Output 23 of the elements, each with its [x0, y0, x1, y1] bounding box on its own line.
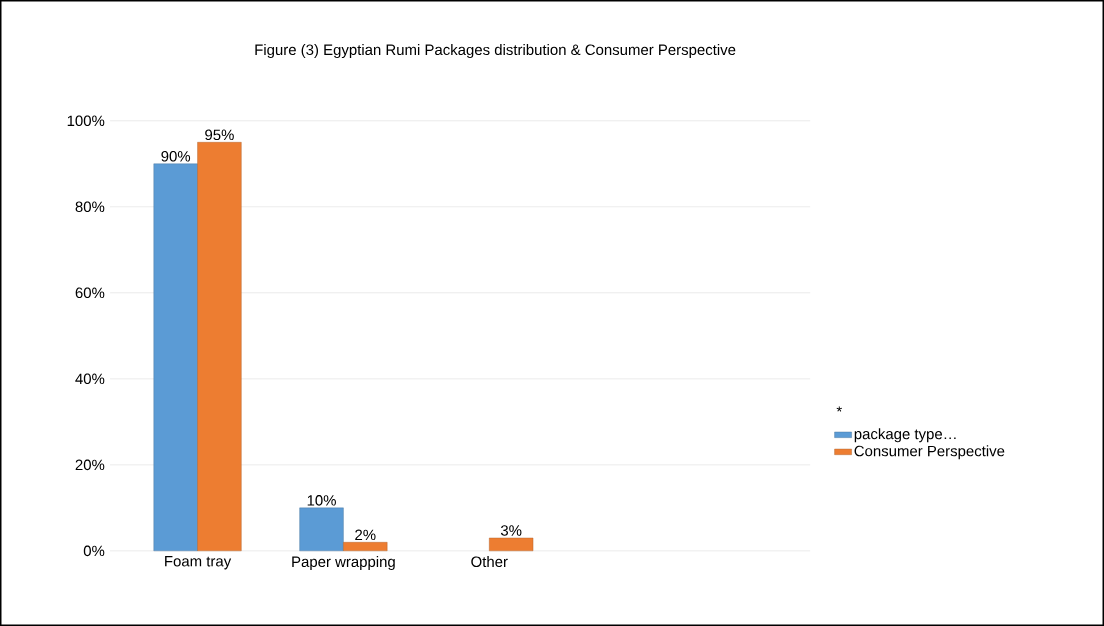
data-label: 90%	[161, 151, 191, 162]
x-tick-label: Other	[471, 556, 508, 568]
x-tick-label: Foam tray	[165, 556, 232, 570]
y-tick-label: 40%	[75, 373, 105, 385]
data-label: 95%	[205, 129, 234, 141]
bar	[343, 542, 388, 552]
y-tick-label: 80%	[75, 201, 105, 213]
data-label: 3%	[500, 525, 522, 536]
y-tick-label: 20%	[75, 459, 105, 471]
y-tick-label: 100%	[67, 115, 105, 127]
x-tick-label: Paper wrapping	[292, 556, 395, 571]
bar	[153, 163, 198, 552]
data-label: 2%	[355, 529, 376, 541]
legend-label: package type…	[854, 428, 956, 443]
legend-label: Consumer Perspective	[854, 445, 1005, 460]
y-tick-label: 0%	[83, 545, 105, 557]
bar	[299, 507, 344, 552]
bar	[489, 537, 534, 552]
bar	[197, 142, 242, 552]
text: *	[836, 406, 842, 412]
chart-title: Figure (3) Egyptian Rumi Packages distribution & Consumer Perspective	[255, 44, 736, 59]
data-label: 10%	[307, 495, 336, 506]
y-tick-label: 60%	[75, 287, 105, 299]
